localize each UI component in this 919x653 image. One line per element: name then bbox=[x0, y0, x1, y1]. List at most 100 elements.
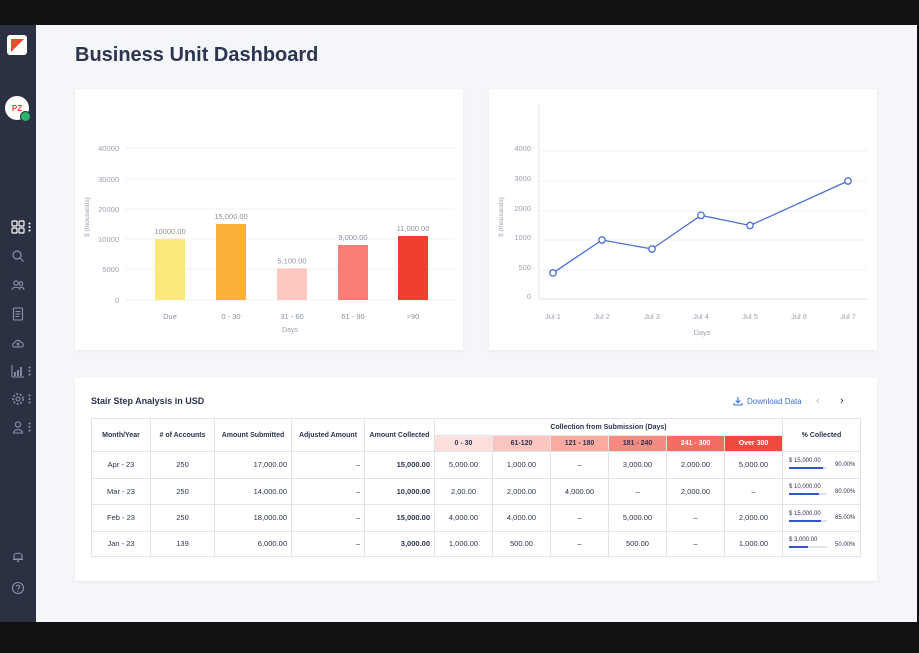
cell-submitted: 17,000.00 bbox=[214, 451, 292, 479]
cell-submitted: 18,000.00 bbox=[214, 504, 292, 532]
percent-progress-fill bbox=[789, 545, 808, 548]
avatar[interactable]: PZ bbox=[5, 96, 29, 120]
bar-61-90[interactable] bbox=[338, 245, 368, 300]
header-percent: % Collected bbox=[782, 418, 861, 452]
cell-bucket: – bbox=[550, 451, 609, 479]
download-data-button[interactable]: Download Data bbox=[733, 396, 802, 406]
bar-y-tick-label: 5000 bbox=[102, 265, 119, 274]
percent-value: 80.00% bbox=[835, 488, 856, 495]
settings-badge-icon[interactable] bbox=[20, 111, 31, 122]
line-y-tick-label: 4000 bbox=[514, 144, 531, 153]
prev-page-button[interactable]: ‹ bbox=[816, 395, 820, 407]
search-icon[interactable] bbox=[11, 249, 25, 263]
more-dots-icon[interactable] bbox=[28, 222, 31, 232]
bar-Due[interactable] bbox=[155, 239, 185, 300]
sidebar: PZ bbox=[0, 25, 36, 622]
settings-icon[interactable] bbox=[11, 392, 25, 406]
bar-category-label: Due bbox=[163, 312, 177, 321]
cell-bucket: 500.00 bbox=[492, 530, 551, 557]
more-dots-icon[interactable] bbox=[28, 422, 31, 432]
cell-adjusted: – bbox=[291, 477, 365, 505]
cell-bucket: 2,000.00 bbox=[724, 504, 783, 532]
percent-progress-fill bbox=[789, 493, 820, 496]
logo[interactable] bbox=[7, 35, 27, 55]
line-x-tick-label: Jul 4 bbox=[693, 312, 709, 321]
percent-amount: $ 15,000.00 bbox=[789, 510, 821, 517]
cloud-upload-icon[interactable] bbox=[11, 336, 25, 350]
cell-accounts: 250 bbox=[150, 504, 215, 532]
bar-chart-card: 0 5000 10000 20000 30000 40000 $ (thousands) 10… bbox=[75, 89, 463, 350]
line-chart-card: 0 500 1000 2000 3000 4000 $ (thousands) Jul 1 Ju… bbox=[489, 89, 877, 350]
percent-progress-bar bbox=[789, 519, 827, 522]
cell-bucket: 500.00 bbox=[608, 530, 667, 557]
cell-collected: 10,000.00 bbox=[364, 477, 435, 505]
cell-bucket: – bbox=[666, 504, 725, 532]
cell-collected: 15,000.00 bbox=[364, 504, 435, 532]
cell-bucket: 4,000.00 bbox=[492, 504, 551, 532]
bar-category-label: 61 - 90 bbox=[341, 312, 364, 321]
avatar-initials: PZ bbox=[11, 103, 23, 113]
document-icon[interactable] bbox=[11, 307, 25, 321]
user-icon[interactable] bbox=[11, 420, 25, 434]
cell-percent-collected: $ 15,000.00 85.00% bbox=[782, 504, 861, 532]
bar-category-label: >90 bbox=[407, 312, 420, 321]
cell-collected: 15,000.00 bbox=[364, 451, 435, 479]
cell-submitted: 14,000.00 bbox=[214, 477, 292, 505]
scrollbar[interactable] bbox=[909, 25, 917, 622]
bar-data-label: 10000.00 bbox=[154, 227, 185, 236]
percent-progress-bar bbox=[789, 466, 827, 469]
line-point[interactable] bbox=[598, 236, 606, 244]
table-row[interactable]: Jan - 23 139 6,000.00–3,000.00 1,000.00 500.… bbox=[91, 530, 861, 557]
more-dots-icon[interactable] bbox=[28, 366, 31, 376]
cell-bucket: – bbox=[550, 504, 609, 532]
cell-bucket: 2,000.00 bbox=[666, 477, 725, 505]
bar-y-tick-label: 0 bbox=[115, 296, 119, 305]
bell-icon[interactable] bbox=[11, 549, 25, 563]
cell-month: Feb - 23 bbox=[91, 504, 151, 532]
cell-percent-collected: $ 15,000.00 90.00% bbox=[782, 451, 861, 479]
dashboard-icon[interactable] bbox=[11, 220, 25, 234]
header-submitted: Amount Submitted bbox=[214, 418, 292, 452]
line-point[interactable] bbox=[549, 269, 557, 277]
line-point[interactable] bbox=[648, 245, 656, 253]
header-accounts: # of Accounts bbox=[150, 418, 215, 452]
table-row[interactable]: Apr - 23 250 17,000.00–15,000.00 5,000.00 1,… bbox=[91, 451, 861, 479]
help-icon[interactable] bbox=[11, 581, 25, 595]
line-point[interactable] bbox=[844, 177, 852, 185]
table-row[interactable]: Feb - 23 250 18,000.00–15,000.00 4,000.00 4,… bbox=[91, 504, 861, 532]
header-bucket: 0 - 30 bbox=[434, 435, 493, 452]
bar-data-label: 9,000.00 bbox=[338, 233, 367, 242]
line-x-axis-label: Days bbox=[693, 328, 710, 337]
line-point[interactable] bbox=[746, 221, 754, 230]
bar-data-label: 15,000.00 bbox=[214, 212, 247, 221]
line-x-tick-label: Jul 1 bbox=[545, 312, 561, 321]
app-window: PZ bbox=[0, 25, 917, 622]
cell-collected: 3,000.00 bbox=[364, 530, 435, 557]
table-title: Stair Step Analysis in USD bbox=[91, 396, 205, 406]
bar-category-label: 31 - 60 bbox=[280, 312, 303, 321]
bar--90[interactable] bbox=[398, 236, 428, 300]
bar-category-label: 0 - 30 bbox=[221, 312, 240, 321]
table-row[interactable]: Mar - 23 250 14,000.00–10,000.00 2,00.00 2,0… bbox=[91, 477, 861, 505]
cell-bucket: 1,000.00 bbox=[492, 451, 551, 479]
bar-x-axis-label: Days bbox=[282, 327, 298, 334]
users-icon[interactable] bbox=[11, 278, 25, 292]
cell-bucket: 2,00.00 bbox=[434, 477, 493, 505]
cell-month: Mar - 23 bbox=[91, 477, 151, 505]
bar-data-label: 5,100.00 bbox=[277, 256, 306, 265]
line-x-tick-label: Jul 2 bbox=[594, 312, 610, 321]
more-dots-icon[interactable] bbox=[28, 394, 31, 404]
next-page-button[interactable]: › bbox=[840, 395, 844, 407]
cell-bucket: 1,000.00 bbox=[724, 530, 783, 557]
cell-bucket: 5,000.00 bbox=[434, 451, 493, 479]
cell-bucket: – bbox=[724, 477, 783, 505]
bar-chart: 0 5000 10000 20000 30000 40000 $ (thousands) 10… bbox=[84, 144, 455, 334]
bar-31-60[interactable] bbox=[277, 268, 307, 300]
header-month: Month/Year bbox=[91, 418, 151, 452]
bar-0-30[interactable] bbox=[216, 224, 246, 300]
line-point[interactable] bbox=[697, 211, 705, 220]
analytics-icon[interactable] bbox=[11, 364, 25, 378]
percent-progress-fill bbox=[789, 466, 824, 469]
stair-step-table: Month/Year # of Accounts Amount Submitte… bbox=[91, 418, 861, 557]
percent-value: 90.00% bbox=[835, 462, 856, 468]
